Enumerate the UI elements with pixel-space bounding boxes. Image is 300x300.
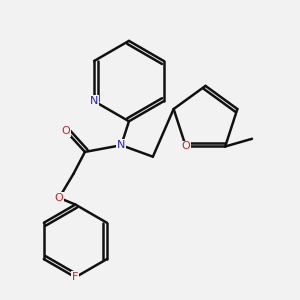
Text: F: F — [72, 272, 79, 282]
Text: N: N — [117, 140, 125, 150]
Text: O: O — [55, 193, 64, 203]
Text: O: O — [61, 126, 70, 136]
Text: N: N — [90, 96, 98, 106]
Text: O: O — [182, 142, 190, 152]
